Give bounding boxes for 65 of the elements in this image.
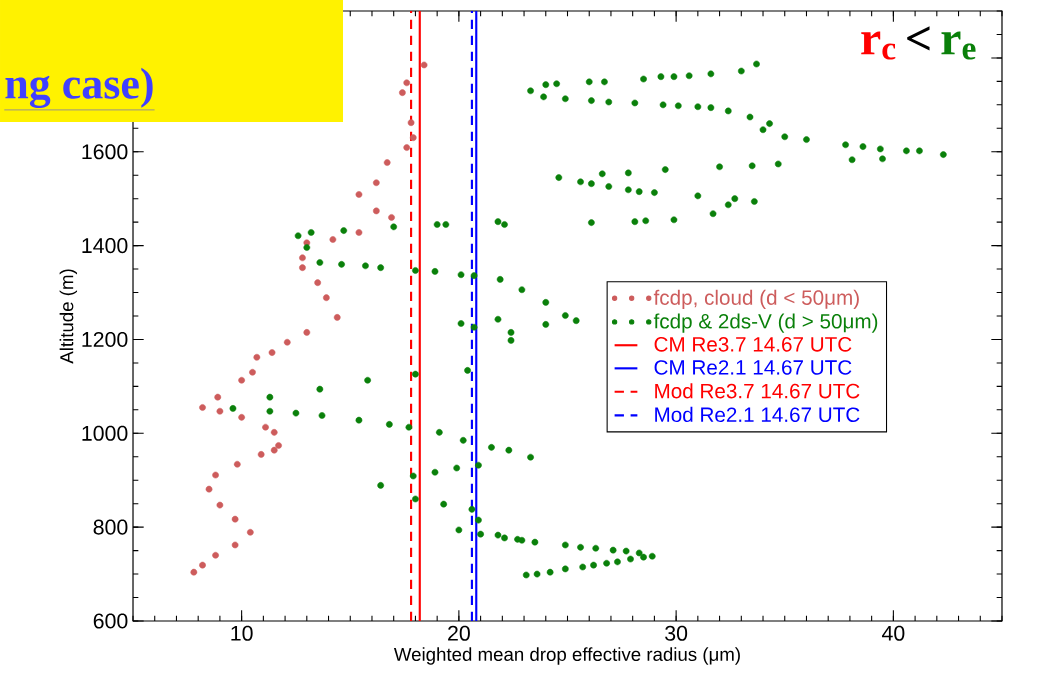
x-tick-label: 40 <box>881 625 905 641</box>
point <box>372 207 380 215</box>
point <box>216 407 224 415</box>
point <box>409 134 417 142</box>
y-tick-label: 1600 <box>82 144 128 160</box>
point <box>303 329 311 336</box>
point <box>355 191 363 198</box>
point <box>283 338 291 346</box>
x-tick-label: 10 <box>231 625 253 641</box>
point <box>420 61 428 69</box>
y-tick-label: 600 <box>93 613 128 629</box>
point <box>257 451 265 458</box>
point <box>355 229 363 236</box>
point <box>253 353 261 361</box>
point <box>372 179 380 187</box>
point <box>214 393 222 401</box>
point <box>233 460 241 468</box>
legend-label: Mod Re3.7 14.67 UTC <box>655 383 860 399</box>
point <box>268 349 276 356</box>
legend-label: fcdp & 2ds-V (d > 50μm) <box>653 313 878 333</box>
point <box>270 446 278 454</box>
point <box>199 561 206 569</box>
legend-label: Mod Re2.1 14.67 UTC <box>655 406 860 423</box>
point <box>238 414 245 421</box>
point <box>231 541 239 549</box>
point <box>199 404 206 411</box>
x-tick-label: 20 <box>448 625 470 641</box>
point <box>314 279 321 287</box>
point <box>205 485 213 493</box>
y-tick-label: 1000 <box>82 425 128 441</box>
point <box>403 79 411 87</box>
y-axis-title: Altitude (m) <box>59 269 78 364</box>
x-axis-title: Weighted mean drop effective radius (μm) <box>393 647 740 665</box>
y-tick-label: 800 <box>93 519 128 535</box>
point <box>249 368 256 376</box>
point <box>383 159 391 166</box>
point <box>275 442 282 449</box>
annotation: < <box>907 26 930 51</box>
point <box>262 423 269 431</box>
point <box>403 144 411 151</box>
x-tick-label: 30 <box>665 625 688 641</box>
point <box>323 294 330 302</box>
point <box>246 528 254 536</box>
point <box>407 119 415 126</box>
y-tick-label: 1400 <box>82 238 128 254</box>
annotation: r$_{c}$ <box>861 31 896 60</box>
legend-label: CM Re3.7 14.67 UTC <box>654 337 852 352</box>
text: ng case) <box>5 67 153 109</box>
point <box>212 471 219 479</box>
point <box>212 551 219 559</box>
point <box>388 214 395 221</box>
point <box>231 515 239 523</box>
point <box>333 314 341 321</box>
legend-label: fcdp, cloud (d < 50μm) <box>653 289 859 310</box>
point <box>299 264 306 271</box>
legend-label: CM Re2.1 14.67 UTC <box>654 360 852 375</box>
y-tick-label: 1200 <box>82 331 128 347</box>
point <box>270 429 278 436</box>
point <box>299 254 306 262</box>
annotation: r$_{e}$ <box>941 31 976 60</box>
point <box>329 236 337 243</box>
point <box>238 376 245 384</box>
point <box>399 89 406 96</box>
point <box>190 568 198 576</box>
point <box>216 501 224 509</box>
